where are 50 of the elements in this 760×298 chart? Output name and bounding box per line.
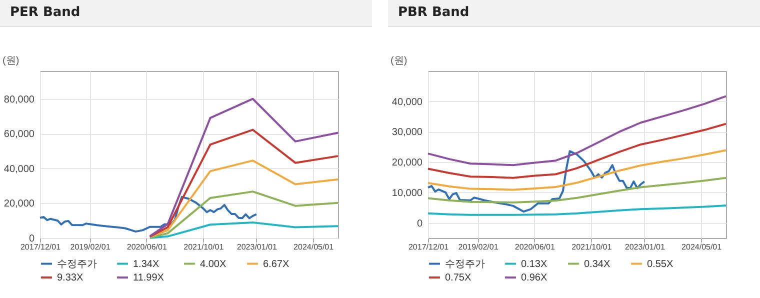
- y-axis-title: (원): [390, 56, 408, 66]
- x-tick-label: 2021/10/01: [572, 242, 612, 252]
- line-series: [148, 222, 339, 239]
- line-series: [148, 160, 339, 238]
- chart-title: PER Band: [0, 0, 372, 27]
- x-tick-label: 2023/01/01: [624, 242, 666, 252]
- legend-label: 수정주가: [445, 258, 485, 270]
- line-series: [148, 128, 339, 238]
- line-series: [148, 98, 339, 238]
- y-tick-label: 80,000: [4, 94, 35, 106]
- y-tick-label: 40,000: [4, 164, 35, 175]
- legend-label: 수정주가: [57, 258, 97, 270]
- legend-label: 9.33X: [57, 272, 84, 284]
- y-tick-label: 10,000: [392, 188, 423, 199]
- legend-label: 6.67X: [263, 258, 290, 270]
- y-tick-label: 0: [28, 234, 35, 244]
- line-series: [427, 176, 727, 204]
- legend-label: 1.34X: [133, 258, 160, 270]
- y-tick-label: 60,000: [4, 129, 35, 140]
- line-series: [427, 204, 727, 216]
- line-series: [427, 150, 646, 213]
- x-tick-label: 2019/02/01: [70, 242, 111, 252]
- chart-title: PBR Band: [388, 0, 760, 27]
- x-tick-label: 2020/06/01: [514, 242, 556, 252]
- x-tick-label: 2017/12/01: [20, 242, 62, 252]
- x-tick-label: 2024/05/01: [294, 242, 334, 252]
- y-tick-label: 0: [416, 218, 423, 230]
- y-tick-label: 20,000: [392, 158, 423, 169]
- legend-label: 0.96X: [521, 272, 548, 284]
- line-series: [427, 149, 727, 191]
- line-series: [427, 95, 727, 166]
- legend-label: 11.99X: [133, 272, 164, 284]
- y-axis-title: (원): [2, 56, 20, 66]
- x-tick-label: 2017/12/01: [408, 242, 450, 252]
- x-tick-label: 2021/10/01: [184, 242, 224, 252]
- x-tick-label: 2023/01/01: [236, 242, 278, 252]
- y-tick-label: 20,000: [4, 198, 35, 210]
- legend-label: 0.55X: [647, 258, 674, 270]
- x-tick-label: 2024/05/01: [682, 242, 722, 252]
- x-tick-label: 2020/06/01: [126, 242, 168, 252]
- legend-label: 0.75X: [445, 272, 472, 284]
- line-series: [148, 190, 339, 238]
- line-series: [39, 196, 258, 233]
- line-series: [427, 122, 727, 179]
- legend-label: 0.34X: [584, 258, 610, 270]
- x-tick-label: 2019/02/01: [458, 242, 499, 252]
- legend-label: 4.00X: [200, 258, 226, 270]
- y-tick-label: 40,000: [392, 96, 423, 108]
- y-tick-label: 30,000: [392, 127, 423, 138]
- legend-label: 0.13X: [521, 258, 548, 270]
